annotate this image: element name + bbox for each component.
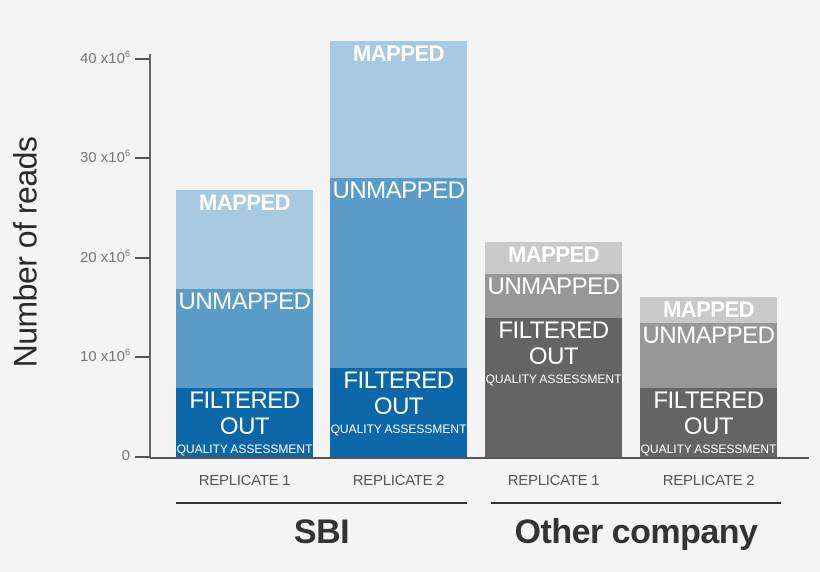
segment-label: UNMAPPED: [332, 178, 465, 204]
stacked-bar: MAPPED UNMAPPED FILTERED OUT QUALITY ASSESS…: [640, 297, 777, 457]
filtered-segment: FILTERED OUT QUALITY ASSESSMENT: [640, 388, 777, 457]
unmapped-segment: UNMAPPED: [330, 178, 467, 368]
y-tick: [135, 356, 150, 358]
segment-label: FILTERED OUT: [343, 368, 454, 420]
segment-label: MAPPED: [662, 297, 755, 322]
y-axis-label: Number of reads: [7, 136, 44, 368]
category-label: REPLICATE 2: [662, 472, 755, 489]
filtered-segment: FILTERED OUT QUALITY ASSESSMENT: [176, 388, 313, 457]
segment-label: QUALITY ASSESSMENT: [176, 442, 313, 456]
segment-label: UNMAPPED: [642, 323, 775, 349]
mapped-segment: MAPPED: [176, 190, 313, 289]
unmapped-segment: UNMAPPED: [485, 274, 622, 318]
category-label: REPLICATE 1: [507, 472, 600, 489]
segment-label: MAPPED: [198, 190, 291, 215]
segment-label: UNMAPPED: [487, 274, 620, 300]
segment-label: FILTERED OUT: [498, 318, 609, 370]
y-tick-label: 30 x106: [79, 148, 130, 166]
y-tick-label: 10 x106: [79, 347, 130, 365]
segment-label: QUALITY ASSESSMENT: [330, 422, 467, 436]
segment-label: QUALITY ASSESSMENT: [640, 442, 777, 456]
group-divider: [176, 502, 467, 504]
y-tick-label: 20 x106: [79, 248, 130, 266]
unmapped-segment: UNMAPPED: [176, 289, 313, 388]
y-tick: [135, 58, 150, 60]
stacked-bar: MAPPED UNMAPPED FILTERED OUT QUALITY ASSESS…: [485, 242, 622, 457]
mapped-segment: MAPPED: [485, 242, 622, 274]
category-label: REPLICATE 1: [198, 472, 291, 489]
y-tick-label: 0: [121, 447, 130, 464]
filtered-segment: FILTERED OUT QUALITY ASSESSMENT: [485, 318, 622, 457]
stacked-bar: MAPPED UNMAPPED FILTERED OUT QUALITY ASSESS…: [330, 41, 467, 457]
segment-label: MAPPED: [507, 242, 600, 267]
x-axis-line: [150, 457, 809, 459]
segment-label: FILTERED OUT: [653, 388, 764, 440]
segment-label: FILTERED OUT: [189, 388, 300, 440]
y-tick: [135, 157, 150, 159]
y-tick-label: 40 x106: [79, 49, 130, 67]
y-axis-line: [149, 54, 151, 458]
y-tick: [135, 456, 150, 458]
segment-label: UNMAPPED: [178, 289, 311, 315]
group-label: Other company: [514, 513, 758, 551]
category-label: REPLICATE 2: [352, 472, 445, 489]
y-tick: [135, 257, 150, 259]
mapped-segment: MAPPED: [330, 41, 467, 178]
mapped-segment: MAPPED: [640, 297, 777, 323]
group-divider: [491, 502, 781, 504]
group-label: SBI: [293, 513, 350, 551]
stacked-bar: MAPPED UNMAPPED FILTERED OUT QUALITY ASSESS…: [176, 190, 313, 457]
unmapped-segment: UNMAPPED: [640, 323, 777, 388]
filtered-segment: FILTERED OUT QUALITY ASSESSMENT: [330, 368, 467, 457]
segment-label: QUALITY ASSESSMENT: [485, 372, 622, 386]
segment-label: MAPPED: [352, 41, 445, 66]
